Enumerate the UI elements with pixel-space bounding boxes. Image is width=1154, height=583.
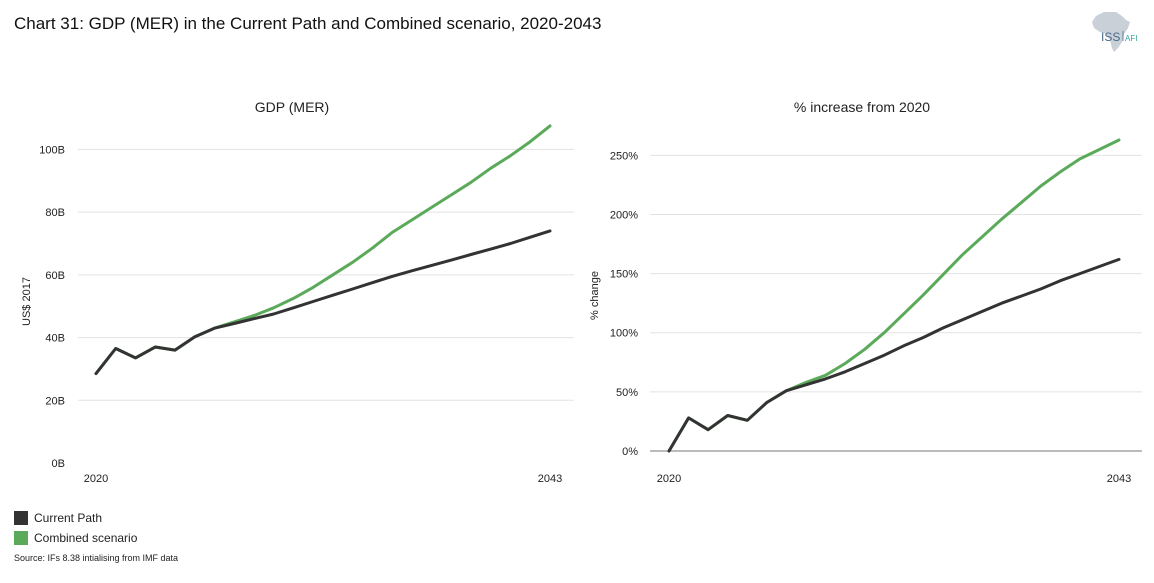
y-tick-label: 60B — [45, 270, 65, 282]
y-tick-label: 150% — [610, 269, 638, 281]
series-line-current-path — [667, 257, 1121, 453]
y-axis-label: US$ 2017 — [21, 277, 33, 326]
x-tick-label: 2020 — [84, 473, 108, 485]
x-tick-label: 2043 — [1107, 473, 1131, 485]
legend-label-combined-scenario: Combined scenario — [34, 531, 138, 545]
legend-item-combined-scenario: Combined scenario — [14, 528, 137, 548]
y-tick-label: 20B — [45, 395, 65, 407]
y-tick-label: 100B — [39, 144, 65, 156]
legend-item-current-path: Current Path — [14, 508, 137, 528]
y-tick-label: 40B — [45, 333, 65, 345]
chart-title: Chart 31: GDP (MER) in the Current Path … — [14, 14, 602, 33]
y-tick-label: 250% — [610, 150, 638, 162]
legend-label-current-path: Current Path — [34, 511, 103, 525]
y-tick-label: 0B — [52, 458, 65, 470]
series-line-combined-scenario — [667, 138, 1121, 453]
y-tick-label: 200% — [610, 209, 638, 221]
right-panel-title: % increase from 2020 — [793, 99, 931, 115]
logo-afi-text: AFI — [1125, 34, 1137, 43]
y-axis-label: % change — [589, 271, 601, 320]
y-tick-label: 80B — [45, 207, 65, 219]
legend-swatch-current-path — [14, 511, 28, 525]
y-tick-label: 50% — [616, 387, 638, 399]
left-panel-title: GDP (MER) — [254, 99, 330, 115]
legend-swatch-combined-scenario — [14, 531, 28, 545]
iss-afi-logo: ISS AFI — [1086, 8, 1142, 54]
y-tick-label: 100% — [610, 328, 638, 340]
y-tick-label: 0% — [622, 446, 638, 458]
series-line-current-path — [94, 229, 552, 376]
legend: Current Path Combined scenario — [14, 508, 137, 548]
africa-map-icon: ISS AFI — [1092, 12, 1137, 52]
x-tick-label: 2043 — [538, 473, 562, 485]
source-note: Source: IFs 8.38 intialising from IMF da… — [14, 553, 179, 563]
logo-iss-text: ISS — [1101, 30, 1120, 44]
series-line-combined-scenario — [94, 124, 552, 376]
x-tick-label: 2020 — [657, 473, 681, 485]
